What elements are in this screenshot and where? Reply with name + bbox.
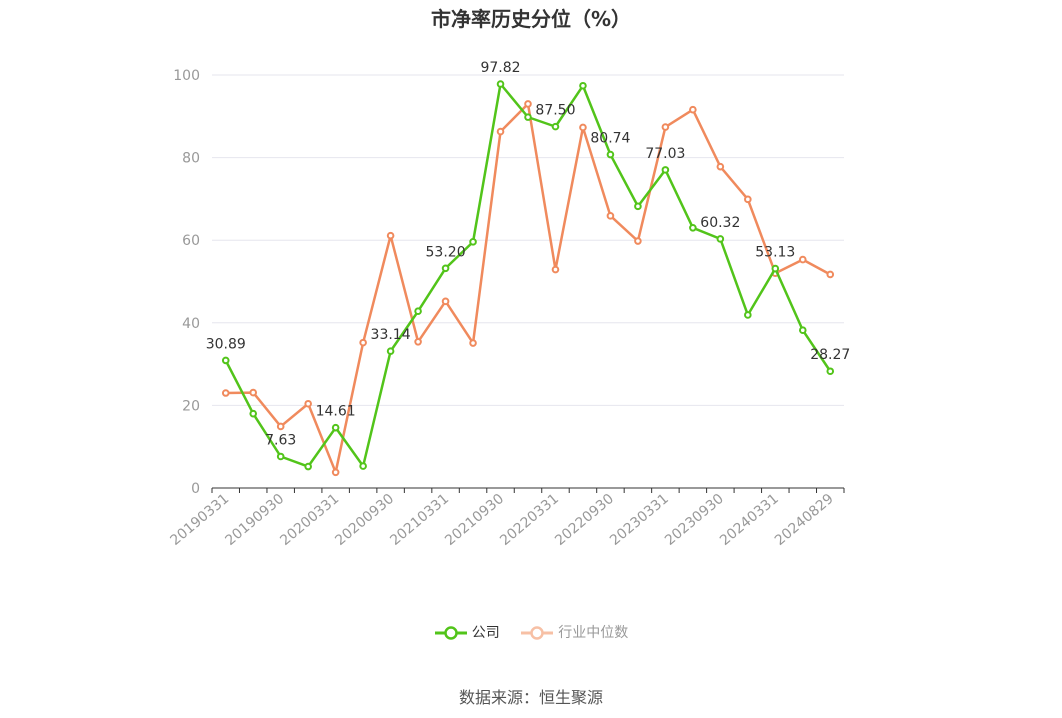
data-source: 数据来源：恒生聚源	[458, 688, 603, 707]
data-point-industry	[221, 389, 230, 397]
legend: 公司 行业中位数	[0, 622, 1062, 642]
data-point-industry	[689, 105, 697, 114]
data-point-industry	[496, 127, 505, 136]
y-tick-label: 100	[173, 68, 200, 84]
legend-company-icon	[434, 626, 467, 640]
data-point-industry	[579, 123, 587, 132]
data-label: 87.50	[535, 103, 575, 119]
data-point-company	[441, 264, 450, 273]
data-label: 7.63	[265, 432, 296, 448]
data-point-industry	[414, 337, 422, 346]
data-point-company	[386, 347, 395, 355]
data-label: 97.82	[480, 60, 520, 76]
data-point-industry	[634, 237, 642, 245]
data-point-company	[606, 150, 615, 159]
data-point-company	[276, 452, 285, 461]
data-point-industry	[551, 265, 560, 274]
x-tick-label: 20210331	[387, 491, 452, 549]
data-point-industry	[744, 195, 752, 204]
chart-title: 市净率历史分位（%）	[430, 7, 632, 31]
data-point-company	[496, 80, 505, 88]
data-point-company	[744, 311, 752, 319]
legend-item-industry[interactable]: 行业中位数	[520, 622, 628, 642]
legend-item-company[interactable]: 公司	[434, 622, 500, 642]
legend-industry-label: 行业中位数	[558, 625, 629, 641]
data-point-industry	[826, 270, 835, 279]
data-point-company	[221, 356, 230, 365]
data-label: 60.32	[700, 215, 740, 231]
y-tick-label: 60	[182, 233, 200, 249]
data-label: 80.74	[590, 131, 630, 147]
data-point-industry	[716, 162, 725, 171]
x-tick-label: 20190930	[222, 491, 287, 549]
y-tick-label: 20	[182, 398, 200, 414]
data-point-industry	[469, 339, 477, 347]
data-point-company	[414, 307, 422, 316]
data-point-company	[524, 113, 532, 121]
data-labels: 30.89 7.63 14.61 33.14 53.20 97.82 87.50 80.74 7…	[206, 60, 851, 448]
grid-lines	[212, 74, 844, 406]
data-point-company	[634, 202, 642, 211]
data-label: 53.20	[426, 244, 466, 260]
legend-industry-icon	[521, 626, 554, 640]
y-tick-label: 80	[182, 151, 200, 167]
data-point-industry	[359, 338, 367, 347]
data-point-industry	[304, 399, 312, 408]
data-point-company	[331, 423, 340, 432]
data-label: 77.03	[645, 146, 685, 162]
y-tick-label: 0	[191, 481, 200, 497]
data-point-industry	[798, 255, 807, 264]
data-label: 28.27	[810, 347, 850, 363]
data-point-company	[469, 238, 477, 246]
data-point-company	[716, 235, 725, 243]
series-lines	[221, 80, 835, 477]
axes: 0 20 40 60 80 100 2019033120190930202003312020…	[167, 68, 845, 549]
data-point-company	[826, 367, 835, 376]
data-point-company	[304, 462, 312, 471]
data-point-industry	[386, 231, 395, 240]
x-tick-label: 20220331	[497, 491, 562, 549]
data-point-industry	[441, 297, 450, 306]
x-tick-label: 20200930	[332, 491, 397, 549]
data-point-industry	[524, 100, 532, 108]
data-point-company	[249, 409, 258, 418]
data-label: 53.13	[755, 245, 795, 261]
x-tick-label: 20220930	[552, 491, 617, 549]
data-label: 14.61	[316, 404, 356, 420]
data-point-company	[798, 326, 807, 335]
data-point-company	[551, 122, 560, 131]
data-point-company	[689, 224, 697, 232]
x-tick-label: 20240829	[772, 491, 837, 549]
data-point-industry	[276, 422, 285, 431]
data-point-company	[579, 81, 587, 90]
data-label: 33.14	[371, 327, 411, 343]
data-point-company	[771, 264, 780, 273]
data-point-company	[661, 166, 670, 174]
x-tick-label: 20240331	[717, 491, 782, 549]
data-point-industry	[331, 468, 340, 477]
data-point-industry	[249, 388, 258, 397]
data-label: 30.89	[206, 336, 246, 352]
x-tick-label: 20230331	[607, 491, 672, 549]
data-point-industry	[661, 123, 670, 131]
y-tick-label: 40	[182, 316, 200, 332]
data-point-company	[359, 462, 367, 470]
data-point-industry	[606, 212, 615, 220]
x-tick-label: 20190331	[167, 491, 232, 549]
legend-company-label: 公司	[471, 625, 500, 641]
x-tick-label: 20210930	[442, 491, 507, 549]
x-tick-label: 20230930	[662, 491, 727, 549]
x-tick-label: 20200331	[277, 491, 342, 549]
line-chart: 0 20 40 60 80 100 2019033120190930202003312020…	[167, 60, 851, 549]
